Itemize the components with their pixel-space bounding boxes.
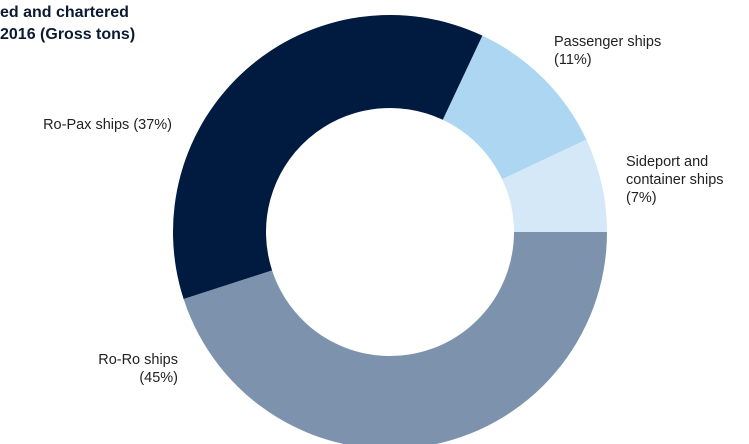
chart-title: ed and chartered 2016 (Gross tons) (0, 2, 135, 46)
title-line: ed and chartered (0, 4, 129, 21)
category-name: Ro-Ro ships (98, 352, 178, 368)
category-name: Sideport and container ships (626, 154, 724, 188)
donut-segment (442, 35, 587, 180)
category-name: Passenger ships (554, 34, 662, 50)
value-label: (7%) (626, 190, 657, 206)
donut-segment (502, 139, 607, 232)
value-label: (11%) (554, 52, 592, 68)
category-name: Ro-Pax ships (43, 117, 130, 133)
value-label: (45%) (139, 370, 178, 386)
donut-segment (173, 14, 483, 300)
segment-label: Passenger ships (11%) (554, 33, 734, 69)
donut-segment (183, 232, 607, 444)
segment-label: Ro-Pax ships (37%) (0, 116, 172, 134)
segment-label: Sideport and container ships (7%) (626, 153, 748, 207)
segment-label: Ro-Ro ships (45%) (28, 351, 178, 387)
title-line: 2016 (Gross tons) (0, 26, 136, 43)
value-label: (37%) (133, 117, 172, 133)
